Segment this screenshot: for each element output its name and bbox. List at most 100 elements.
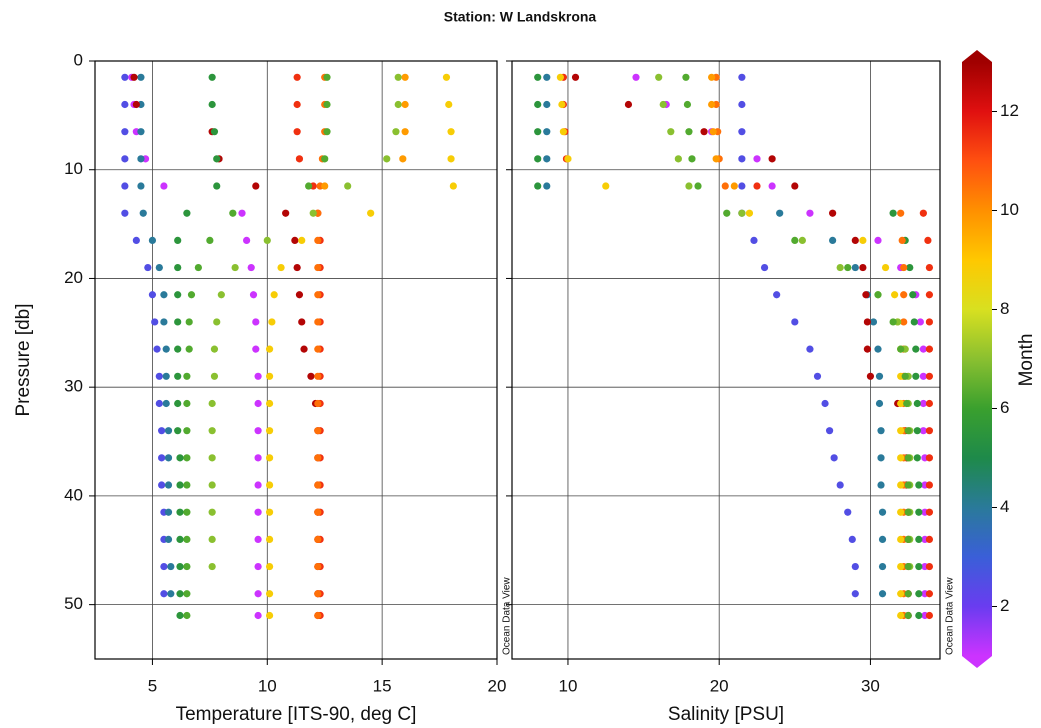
data-point xyxy=(174,427,182,435)
data-point xyxy=(925,318,934,326)
data-point xyxy=(534,100,542,109)
data-point xyxy=(556,73,564,81)
data-point xyxy=(401,100,409,109)
data-point xyxy=(183,399,191,408)
data-point xyxy=(162,372,170,380)
data-point xyxy=(164,454,173,462)
data-point xyxy=(164,481,173,489)
data-point xyxy=(174,318,182,326)
data-point xyxy=(534,155,542,163)
data-point xyxy=(300,345,308,353)
data-point xyxy=(682,73,690,81)
data-point xyxy=(825,427,834,435)
data-point xyxy=(813,372,822,380)
data-point xyxy=(210,372,219,380)
data-point xyxy=(121,209,129,217)
data-point xyxy=(208,508,216,516)
data-point xyxy=(874,236,882,244)
data-point xyxy=(913,454,921,462)
data-point xyxy=(151,318,159,326)
data-point xyxy=(121,182,129,190)
data-point xyxy=(877,481,885,489)
data-point xyxy=(265,399,274,408)
data-point xyxy=(700,128,708,136)
y-axis-label: Pressure [db] xyxy=(13,304,34,417)
data-point xyxy=(208,73,216,81)
data-point xyxy=(254,481,262,489)
data-point xyxy=(176,481,184,489)
data-point xyxy=(309,209,317,217)
data-point xyxy=(915,481,923,489)
data-point xyxy=(632,73,640,81)
data-point xyxy=(897,508,905,516)
data-point xyxy=(866,372,875,380)
data-point xyxy=(904,562,912,571)
data-point xyxy=(213,155,221,163)
data-point xyxy=(265,508,274,516)
data-point xyxy=(139,209,147,217)
data-point xyxy=(877,427,885,435)
data-point xyxy=(208,427,216,435)
data-point xyxy=(160,318,168,326)
data-point xyxy=(738,128,746,136)
data-point xyxy=(314,427,322,435)
data-point xyxy=(760,263,769,272)
data-point xyxy=(919,399,927,408)
data-point xyxy=(183,590,191,598)
data-point xyxy=(924,236,932,244)
data-point xyxy=(394,73,402,81)
data-point xyxy=(919,345,927,353)
data-point xyxy=(906,263,914,272)
data-point xyxy=(891,291,899,299)
data-point xyxy=(137,182,145,190)
colorbar-tick-label: 10 xyxy=(1000,200,1019,219)
data-point xyxy=(738,209,746,217)
plot-frame xyxy=(511,60,941,660)
data-point xyxy=(238,209,246,217)
data-point xyxy=(265,345,274,353)
data-point xyxy=(158,427,166,435)
data-point xyxy=(137,155,145,163)
data-point xyxy=(148,236,157,244)
data-point xyxy=(174,372,182,380)
data-point xyxy=(394,100,402,109)
data-point xyxy=(877,454,885,462)
data-point xyxy=(863,345,872,353)
data-point xyxy=(295,155,304,163)
y-tick-label: 30 xyxy=(64,377,83,396)
data-point xyxy=(915,508,923,516)
data-point xyxy=(160,291,168,299)
data-point xyxy=(889,318,897,326)
x-tick-label: 20 xyxy=(488,676,507,695)
data-point xyxy=(543,128,551,136)
data-point xyxy=(270,291,278,299)
data-point xyxy=(830,454,838,462)
data-point xyxy=(534,128,542,136)
data-point xyxy=(925,481,934,489)
data-point xyxy=(367,209,375,217)
data-point xyxy=(265,481,274,489)
data-point xyxy=(252,318,260,326)
colorbar-tick-label: 4 xyxy=(1000,497,1009,516)
data-point xyxy=(208,562,216,571)
colorbar-extend-top xyxy=(962,50,992,62)
data-point xyxy=(254,590,262,598)
x-tick-label: 15 xyxy=(373,676,392,695)
data-point xyxy=(559,128,568,136)
data-point xyxy=(685,182,693,190)
data-point xyxy=(160,562,168,571)
data-point xyxy=(874,345,882,353)
data-point xyxy=(121,73,129,81)
data-point xyxy=(925,399,934,408)
data-point xyxy=(768,182,776,190)
data-point xyxy=(445,100,453,109)
plot-frame xyxy=(94,60,498,660)
data-point xyxy=(878,508,887,516)
data-point xyxy=(875,372,884,380)
data-point xyxy=(798,236,806,244)
data-point xyxy=(806,209,814,217)
data-point xyxy=(791,182,799,190)
data-point xyxy=(254,399,262,408)
x-tick-label: 5 xyxy=(148,676,157,695)
